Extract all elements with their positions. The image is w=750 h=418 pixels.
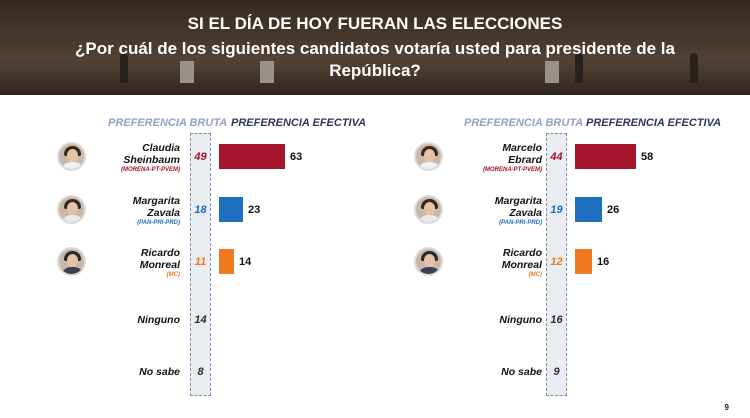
efectiva-value: 58 xyxy=(641,151,654,163)
avatar-body xyxy=(418,215,441,222)
page-number: 9 xyxy=(724,403,729,412)
candidate-name: Marcelo Ebrard xyxy=(432,142,542,166)
candidate-name-line2: Zavala xyxy=(509,207,542,219)
efectiva-bar xyxy=(575,249,592,274)
party-label: (MORENA-PT-PVEM) xyxy=(483,167,542,173)
candidate-name-line2: Monreal xyxy=(139,259,180,271)
party-label: (MC) xyxy=(528,272,542,278)
avatar-body xyxy=(61,267,84,274)
bruta-value: 12 xyxy=(550,256,563,268)
person-avatar-ebrard-icon xyxy=(414,142,443,171)
person-silhouette xyxy=(120,53,128,83)
candidate-name-line2: Ebrard xyxy=(508,154,542,166)
party-label: (PAN-PRI-PRD) xyxy=(499,220,542,226)
efectiva-value: 16 xyxy=(597,256,610,268)
efectiva-bar xyxy=(219,144,285,169)
column-label-efectiva: PREFERENCIA EFECTIVA xyxy=(586,117,722,129)
lectern-shape xyxy=(180,61,194,83)
avatar-face xyxy=(424,149,435,162)
bruta-value: 18 xyxy=(194,204,207,216)
efectiva-value: 26 xyxy=(607,204,620,216)
avatar-body xyxy=(61,162,84,169)
lectern-shape xyxy=(260,61,274,83)
bruta-value: 44 xyxy=(550,151,563,163)
lectern-shape xyxy=(545,61,559,83)
efectiva-value: 14 xyxy=(239,256,252,268)
bruta-column-box xyxy=(190,133,211,396)
candidate-name: Margarita Zavala xyxy=(432,195,542,219)
candidate-name-line1: Marcelo xyxy=(502,142,542,154)
avatar-face xyxy=(424,254,435,267)
party-label: (MORENA-PT-PVEM) xyxy=(121,167,180,173)
person-avatar-zavala-icon xyxy=(414,195,443,224)
candidate-name: No sabe xyxy=(501,366,542,378)
efectiva-bar xyxy=(219,249,234,274)
candidate-name-line2: Sheinbaum xyxy=(123,154,180,166)
efectiva-bar xyxy=(575,197,602,222)
person-silhouette xyxy=(575,53,583,83)
efectiva-bar xyxy=(219,197,243,222)
person-avatar-monreal-icon xyxy=(414,247,443,276)
column-label-bruta: PREFERENCIA BRUTA xyxy=(464,117,584,129)
party-label: (MC) xyxy=(166,272,180,278)
header-banner: SI EL DÍA DE HOY FUERAN LAS ELECCIONES ¿… xyxy=(0,0,750,95)
candidate-name: Ninguno xyxy=(137,314,180,326)
avatar-face xyxy=(67,254,78,267)
page-title: SI EL DÍA DE HOY FUERAN LAS ELECCIONES xyxy=(187,14,563,33)
candidate-name: Claudia Sheinbaum xyxy=(70,142,180,166)
efectiva-bar xyxy=(575,144,636,169)
bruta-value: 8 xyxy=(197,366,204,378)
candidate-name: Ninguno xyxy=(499,314,542,326)
party-label: (PAN-PRI-PRD) xyxy=(137,220,180,226)
avatar-face xyxy=(424,202,435,215)
bruta-value: 16 xyxy=(550,314,563,326)
bruta-value: 9 xyxy=(553,366,560,378)
column-label-efectiva: PREFERENCIA EFECTIVA xyxy=(231,117,367,129)
bruta-value: 14 xyxy=(194,314,207,326)
efectiva-value: 23 xyxy=(248,204,261,216)
candidate-name: Margarita Zavala xyxy=(70,195,180,219)
candidate-name-line1: Margarita xyxy=(494,195,542,207)
candidate-name-line1: Ricardo xyxy=(502,247,542,259)
person-avatar-monreal-icon xyxy=(57,247,86,276)
avatar-body xyxy=(61,215,84,222)
header-overlay xyxy=(0,0,750,95)
bruta-value: 19 xyxy=(550,204,563,216)
candidate-name-line1: Claudia xyxy=(142,142,180,154)
column-label-bruta: PREFERENCIA BRUTA xyxy=(108,117,228,129)
avatar-face xyxy=(67,202,78,215)
candidate-name-line1: Ricardo xyxy=(140,247,180,259)
avatar-body xyxy=(418,267,441,274)
candidate-name: No sabe xyxy=(139,366,180,378)
efectiva-value: 63 xyxy=(290,151,303,163)
bruta-column-box xyxy=(546,133,567,396)
candidate-name: Ricardo Monreal xyxy=(70,247,180,271)
bruta-value: 49 xyxy=(194,151,207,163)
candidate-name-line2: Zavala xyxy=(147,207,180,219)
person-silhouette xyxy=(690,53,698,83)
candidate-name-line1: Margarita xyxy=(132,195,180,207)
candidate-name: Ricardo Monreal xyxy=(432,247,542,271)
page-question: ¿Por cuál de los siguientes candidatos v… xyxy=(75,39,675,80)
avatar-face xyxy=(67,149,78,162)
avatar-body xyxy=(418,162,441,169)
bruta-value: 11 xyxy=(194,256,207,268)
person-avatar-zavala-icon xyxy=(57,195,86,224)
candidate-name-line2: Monreal xyxy=(501,259,542,271)
person-avatar-sheinbaum-icon xyxy=(57,142,86,171)
